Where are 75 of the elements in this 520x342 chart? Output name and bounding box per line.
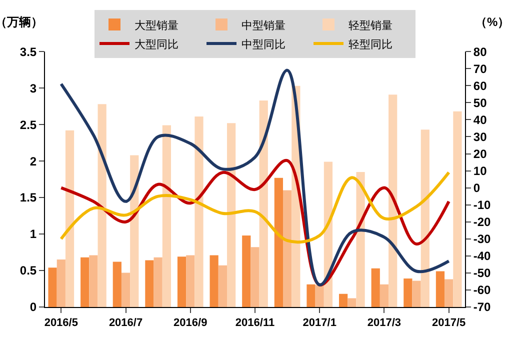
- y-tick-label: 2.5: [20, 118, 37, 132]
- y2-tick-label: -60: [473, 283, 492, 298]
- bar: [274, 178, 283, 307]
- y2-tick-label: 40: [473, 112, 488, 127]
- bar: [154, 257, 162, 307]
- y-tick-label: 3: [30, 81, 37, 96]
- bar: [412, 280, 421, 307]
- bar: [227, 123, 236, 307]
- bar: [210, 255, 218, 307]
- bar: [242, 235, 251, 307]
- legend-label: 轻型销量: [348, 20, 392, 32]
- bar: [283, 190, 292, 307]
- y2-tick-label: -20: [473, 215, 492, 230]
- bar: [98, 104, 106, 307]
- y2-tick-label: -30: [473, 232, 492, 246]
- y2-tick-label: 80: [473, 44, 488, 59]
- y-tick-label: 3.5: [20, 44, 37, 59]
- y2-tick-label: 0: [473, 181, 480, 195]
- x-tick-label: 2016/7: [108, 317, 143, 330]
- bar: [112, 262, 122, 307]
- bar: [339, 294, 348, 307]
- legend-label: 大型销量: [134, 18, 178, 32]
- bar: [388, 94, 398, 307]
- y-tick-label: 1: [30, 227, 37, 242]
- y2-tick-label: 20: [473, 146, 488, 161]
- bar: [162, 125, 171, 307]
- legend-label: 中型同比: [242, 38, 286, 51]
- line-series: [60, 68, 450, 286]
- y2-tick-label: -40: [473, 249, 492, 264]
- bar: [348, 298, 356, 307]
- bar: [420, 130, 430, 307]
- x-tick-label: 2017/5: [432, 317, 466, 330]
- legend-label: 大型同比: [134, 38, 178, 51]
- x-tick-label: 2016/11: [235, 317, 275, 330]
- y2-axis-title: （%）: [475, 15, 510, 29]
- bar: [453, 111, 462, 307]
- bar: [80, 257, 90, 307]
- bar: [145, 260, 154, 307]
- y-tick-label: 0.5: [20, 264, 37, 278]
- bar: [121, 272, 130, 307]
- bar: [186, 255, 195, 307]
- bar: [48, 268, 57, 307]
- bar: [89, 255, 98, 307]
- y-axis-title: （万辆）: [0, 15, 43, 29]
- bar: [56, 260, 66, 307]
- bar: [404, 278, 412, 307]
- y-tick-label: 0: [30, 300, 37, 314]
- bar: [177, 256, 186, 307]
- bar: [380, 284, 389, 307]
- x-tick-label: 2017/3: [367, 317, 402, 330]
- bar: [444, 279, 454, 307]
- bar: [315, 285, 324, 307]
- y-tick-label: 1.5: [20, 190, 37, 205]
- bar: [194, 116, 204, 307]
- bar: [218, 265, 227, 307]
- y-tick-label: 2: [30, 154, 37, 168]
- y2-tick-label: 50: [473, 96, 488, 110]
- y2-tick-label: 30: [473, 130, 488, 144]
- x-tick-label: 2016/9: [174, 317, 208, 330]
- bar: [259, 100, 268, 307]
- y2-tick-label: 60: [473, 78, 488, 93]
- y2-tick-label: -50: [473, 266, 492, 280]
- bar: [436, 271, 445, 307]
- legend-label: 中型销量: [242, 18, 286, 32]
- x-tick-label: 2017/1: [302, 317, 336, 330]
- x-tick-label: 2016/5: [44, 317, 78, 330]
- y2-tick-label: -70: [473, 300, 492, 314]
- bar: [306, 284, 316, 307]
- y2-tick-label: 70: [473, 62, 488, 76]
- y2-tick-label: -10: [473, 198, 492, 212]
- bar: [371, 268, 380, 307]
- y2-tick-label: 10: [473, 164, 488, 178]
- bar: [250, 247, 260, 307]
- legend-label: 轻型同比: [348, 38, 392, 51]
- bar: [65, 130, 74, 307]
